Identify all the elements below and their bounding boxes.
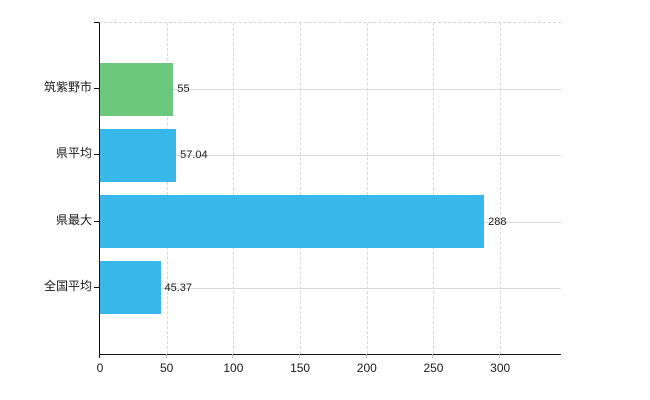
tick-mark	[94, 154, 99, 156]
tick-mark	[94, 22, 99, 23]
tick-mark	[165, 354, 167, 358]
x-tick-label: 300	[490, 361, 511, 375]
horizontal-gridline	[100, 287, 561, 289]
tick-mark	[299, 354, 301, 358]
tick-mark	[432, 354, 434, 358]
plot-area: 55 57.04 288 45.37	[99, 22, 561, 355]
category-label: 筑紫野市	[43, 80, 92, 95]
x-tick-label: 0	[96, 361, 104, 375]
horizontal-gridline	[100, 155, 561, 157]
x-tick-label: 250	[423, 361, 444, 375]
tick-mark	[94, 88, 99, 90]
vertical-gridline	[166, 23, 168, 354]
value-label: 288	[488, 215, 507, 228]
value-label: 45.37	[164, 281, 193, 294]
value-label: 57.04	[180, 149, 208, 162]
x-tick-label: 100	[223, 361, 244, 375]
vertical-gridline	[500, 23, 502, 354]
tick-mark	[94, 220, 99, 222]
bar-3	[100, 261, 161, 315]
tick-mark	[365, 354, 367, 358]
horizontal-gridline	[100, 89, 561, 91]
tick-mark	[99, 354, 100, 358]
bar-2	[100, 195, 485, 249]
vertical-gridline	[433, 23, 435, 354]
vertical-gridline	[366, 23, 368, 354]
tick-mark	[499, 354, 501, 358]
category-label: 県平均	[55, 146, 92, 161]
value-label: 55	[177, 83, 190, 96]
x-tick-label: 150	[290, 361, 311, 375]
vertical-gridline	[300, 23, 302, 354]
tick-mark	[232, 354, 234, 358]
category-label: 全国平均	[43, 278, 92, 293]
x-tick-label: 200	[356, 361, 377, 375]
tick-mark	[94, 286, 99, 288]
category-label: 県最大	[55, 212, 92, 227]
x-tick-label: 50	[160, 361, 174, 375]
bar-0	[100, 62, 174, 116]
bar-1	[100, 128, 177, 182]
vertical-gridline	[233, 23, 235, 354]
